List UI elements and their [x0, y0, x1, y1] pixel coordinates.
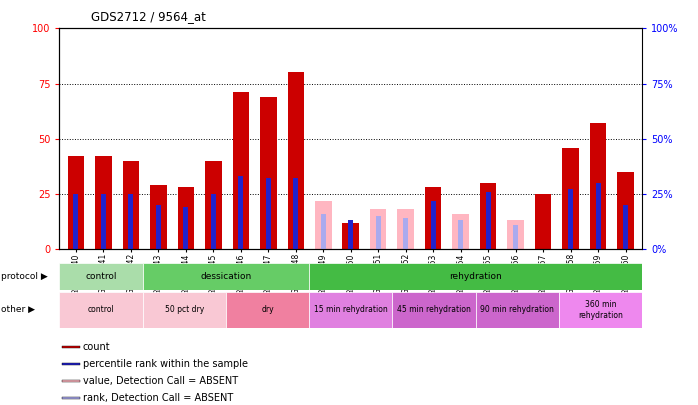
Bar	[309, 263, 642, 290]
Bar	[68, 156, 84, 249]
Text: dry: dry	[261, 305, 274, 314]
Text: 360 min
rehydration: 360 min rehydration	[578, 300, 623, 320]
Bar	[376, 216, 380, 249]
Bar	[232, 92, 249, 249]
Bar	[62, 380, 80, 382]
Bar	[425, 187, 441, 249]
Text: percentile rank within the sample: percentile rank within the sample	[82, 359, 248, 369]
Bar	[370, 209, 387, 249]
Bar	[123, 161, 139, 249]
Bar	[431, 200, 436, 249]
Bar	[142, 292, 226, 328]
Bar	[73, 194, 78, 249]
Text: control: control	[85, 272, 117, 281]
Text: 50 pct dry: 50 pct dry	[165, 305, 204, 314]
Bar	[403, 218, 408, 249]
Bar	[288, 72, 304, 249]
Text: 15 min rehydration: 15 min rehydration	[314, 305, 387, 314]
Text: 90 min rehydration: 90 min rehydration	[480, 305, 554, 314]
Text: count: count	[82, 342, 110, 352]
Bar	[535, 194, 551, 249]
Bar	[59, 292, 142, 328]
Bar	[513, 225, 518, 249]
Text: control: control	[87, 305, 114, 314]
Bar	[315, 200, 332, 249]
Bar	[150, 185, 167, 249]
Bar	[348, 220, 353, 249]
Bar	[62, 363, 80, 365]
Bar	[142, 263, 309, 290]
Bar	[177, 187, 194, 249]
Bar	[205, 161, 221, 249]
Text: rank, Detection Call = ABSENT: rank, Detection Call = ABSENT	[82, 393, 233, 403]
Bar	[309, 292, 392, 328]
Bar	[266, 179, 271, 249]
Bar	[397, 209, 414, 249]
Bar	[475, 292, 559, 328]
Bar	[62, 397, 80, 399]
Text: GDS2712 / 9564_at: GDS2712 / 9564_at	[91, 10, 206, 23]
Bar	[452, 214, 469, 249]
Bar	[590, 123, 607, 249]
Bar	[101, 194, 106, 249]
Bar	[595, 183, 601, 249]
Bar	[59, 263, 142, 290]
Bar	[568, 190, 573, 249]
Bar	[238, 176, 243, 249]
Text: dessication: dessication	[200, 272, 251, 281]
Text: protocol ▶: protocol ▶	[1, 272, 48, 281]
Bar	[211, 194, 216, 249]
Bar	[459, 220, 463, 249]
Bar	[321, 214, 326, 249]
Text: value, Detection Call = ABSENT: value, Detection Call = ABSENT	[82, 376, 238, 386]
Text: other ▶: other ▶	[1, 305, 36, 314]
Bar	[343, 223, 359, 249]
Bar	[226, 292, 309, 328]
Text: 45 min rehydration: 45 min rehydration	[397, 305, 471, 314]
Bar	[392, 292, 475, 328]
Bar	[623, 205, 628, 249]
Bar	[618, 172, 634, 249]
Bar	[128, 194, 133, 249]
Bar	[559, 292, 642, 328]
Bar	[184, 207, 188, 249]
Text: rehydration: rehydration	[450, 272, 502, 281]
Bar	[260, 97, 276, 249]
Bar	[95, 156, 112, 249]
Bar	[563, 147, 579, 249]
Bar	[62, 346, 80, 348]
Bar	[507, 220, 524, 249]
Bar	[156, 205, 161, 249]
Bar	[486, 192, 491, 249]
Bar	[293, 179, 298, 249]
Bar	[480, 183, 496, 249]
